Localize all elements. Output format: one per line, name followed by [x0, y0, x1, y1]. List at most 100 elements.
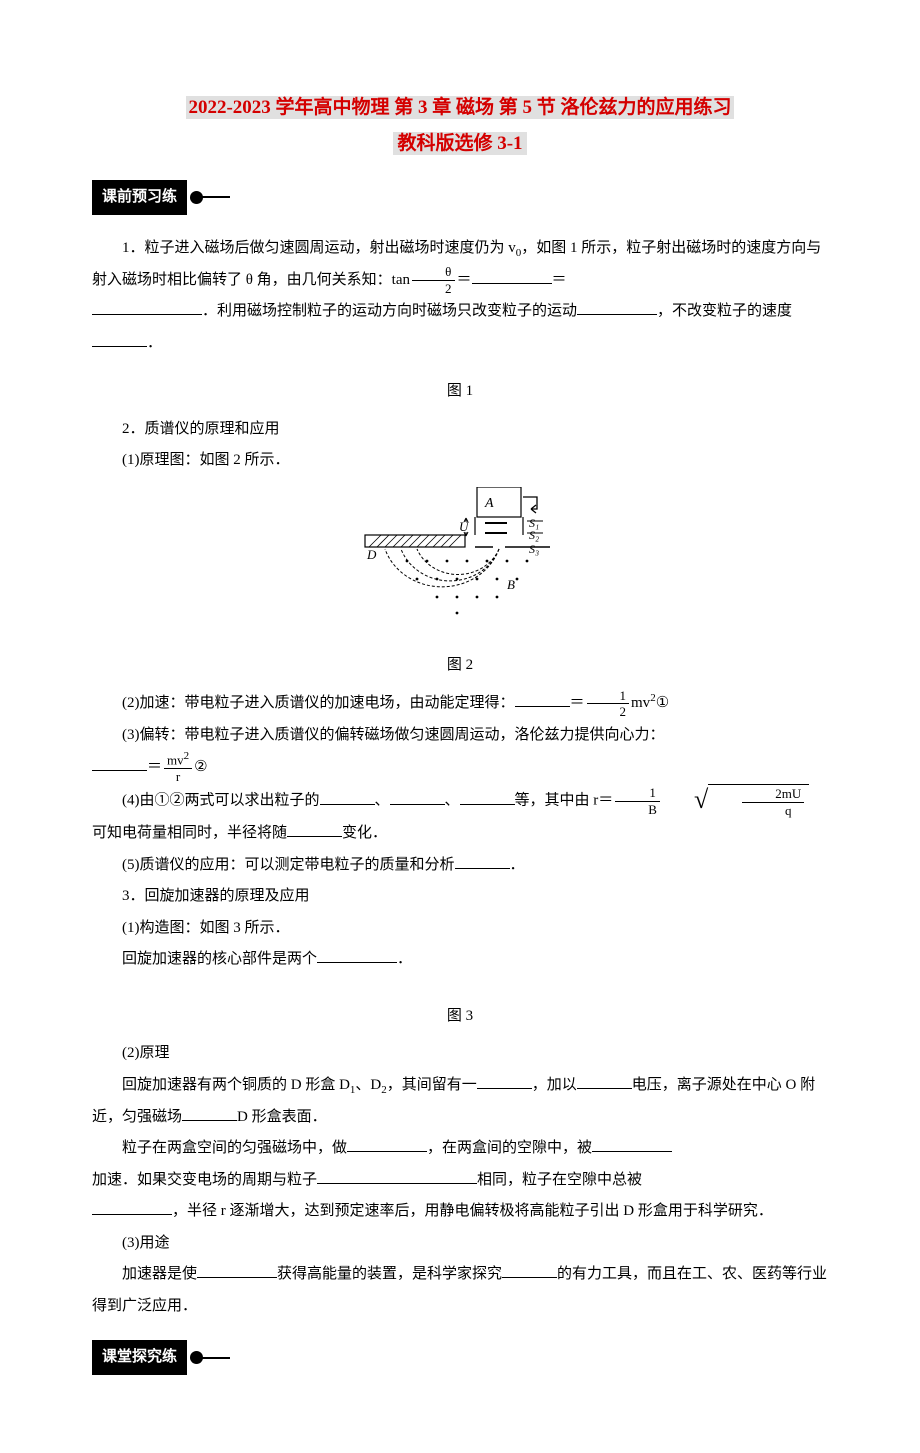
text: 1．粒子进入磁场后做匀速圆周运动，射出磁场时速度仍为 v	[122, 240, 516, 256]
radical-icon: √	[664, 787, 708, 822]
label-A: A	[484, 496, 494, 511]
fraction: 2mUq	[742, 787, 804, 817]
blank	[502, 1262, 557, 1278]
q2-2: (2)加速：带电粒子进入质谱仪的加速电场，由动能定理得：＝12mv2①	[92, 687, 828, 720]
equals: ＝	[570, 695, 585, 711]
label-D: D	[366, 547, 377, 562]
text: ，其间留有一	[387, 1077, 477, 1093]
blank	[347, 1136, 427, 1152]
equals: ＝	[552, 272, 567, 288]
text: 加速器是使	[122, 1266, 197, 1282]
blank	[390, 789, 445, 805]
section-tag-inclass: 课堂探究练	[92, 1340, 828, 1375]
label-S2: S₂	[529, 528, 539, 542]
label-S3: S₃	[529, 542, 539, 556]
q3-3: 加速器是使获得高能量的装置，是科学家探究的有力工具，而且在工、农、医药等行业得到…	[92, 1259, 828, 1322]
equals: ＝	[147, 759, 162, 775]
q3-3-title: (3)用途	[92, 1228, 828, 1260]
q3-2-f: 粒子在两盒空间的匀强磁场中，做，在两盒间的空隙中，被	[92, 1133, 828, 1165]
fraction: mv2r	[164, 751, 192, 784]
q2-5: (5)质谱仪的应用：可以测定带电粒子的质量和分析 ．	[92, 850, 828, 882]
blank	[92, 1199, 172, 1215]
text: 回旋加速器有两个铜质的 D 形盒 D	[122, 1077, 350, 1093]
blank	[455, 853, 510, 869]
q2-1: (1)原理图：如图 2 所示．	[92, 445, 828, 477]
text: 获得高能量的装置，是科学家探究	[277, 1266, 502, 1282]
denominator: r	[164, 769, 192, 784]
section-tag-pre: 课前预习练	[92, 180, 828, 215]
q3-1: (1)构造图：如图 3 所示．	[92, 913, 828, 945]
denominator: 2	[412, 281, 455, 296]
text: ．利用磁场控制粒子的运动方向时磁场只改变粒子的运动	[202, 303, 577, 319]
text: 变化．	[342, 825, 387, 841]
circle-num: ①	[656, 695, 669, 711]
q3-title: 3．回旋加速器的原理及应用	[92, 881, 828, 913]
text: 可知电荷量相同时，半径将随	[92, 825, 287, 841]
text: ，不改变粒子的速度	[657, 303, 792, 319]
numerator: θ	[412, 265, 455, 281]
denominator: B	[615, 802, 660, 817]
fraction: θ2	[412, 265, 455, 295]
text: 等，其中由 r＝	[515, 793, 614, 809]
text: 回旋加速器的核心部件是两个	[122, 951, 317, 967]
q3-2-title: (2)原理	[92, 1038, 828, 1070]
radicand: 2mUq	[708, 784, 809, 819]
blank	[577, 299, 657, 315]
figure2: A U S₁ S₂	[92, 487, 828, 647]
blank	[477, 1073, 532, 1089]
text: 、D	[355, 1077, 381, 1093]
section-tag-inclass-label: 课堂探究练	[92, 1340, 187, 1375]
blank	[592, 1136, 672, 1152]
text: ，加以	[532, 1077, 577, 1093]
text: 、	[375, 793, 390, 809]
q2-3-eq: ＝mv2r②	[92, 751, 828, 784]
q3-core: 回旋加速器的核心部件是两个 ．	[92, 944, 828, 976]
q3-2-j: ，半径 r 逐渐增大，达到预定速率后，用静电偏转极将高能粒子引出 D 形盒用于科…	[92, 1196, 828, 1228]
title-line-2: 教科版选修 3-1	[393, 132, 526, 155]
q2-3: (3)偏转：带电粒子进入质谱仪的偏转磁场做匀速圆周运动，洛伦兹力提供向心力：	[92, 720, 828, 752]
blank	[182, 1105, 237, 1121]
text: D 形盒表面．	[237, 1109, 327, 1125]
sqrt: √ 2mUq	[664, 784, 809, 819]
circle-num: ②	[194, 759, 207, 775]
text: ．	[510, 857, 525, 873]
blank	[317, 1168, 477, 1184]
q2-title: 2．质谱仪的原理和应用	[92, 414, 828, 446]
figure1-caption: 图 1	[92, 377, 828, 406]
figure2-caption: 图 2	[92, 651, 828, 680]
divider	[202, 1357, 230, 1359]
blank	[515, 691, 570, 707]
q1-para-cont: ．利用磁场控制粒子的运动方向时磁场只改变粒子的运动，不改变粒子的速度．	[92, 296, 828, 359]
figure3-caption: 图 3	[92, 1002, 828, 1031]
q1-para: 1．粒子进入磁场后做匀速圆周运动，射出磁场时速度仍为 v0，如图 1 所示，粒子…	[92, 233, 828, 297]
title-line-1: 2022-2023 学年高中物理 第 3 章 磁场 第 5 节 洛伦兹力的应用练…	[186, 96, 733, 119]
numerator: 2mU	[742, 787, 804, 803]
denominator: q	[742, 803, 804, 818]
q2-4-cont: 可知电荷量相同时，半径将随 变化．	[92, 818, 828, 850]
blank	[472, 268, 552, 284]
text: 加速．如果交变电场的周期与粒子	[92, 1172, 317, 1188]
q2-4: (4)由①②两式可以求出粒子的 、 、 等，其中由 r＝1B√ 2mUq	[92, 784, 828, 819]
blank	[460, 789, 515, 805]
text: (5)质谱仪的应用：可以测定带电粒子的质量和分析	[122, 857, 455, 873]
blank	[320, 789, 375, 805]
text: (2)加速：带电粒子进入质谱仪的加速电场，由动能定理得：	[122, 695, 515, 711]
text: ．	[397, 951, 412, 967]
blank	[92, 755, 147, 771]
blank	[92, 331, 147, 347]
text: (4)由①②两式可以求出粒子的	[122, 793, 320, 809]
numerator: 1	[587, 689, 630, 705]
blank	[287, 821, 342, 837]
text: 、	[445, 793, 460, 809]
title-block: 2022-2023 学年高中物理 第 3 章 磁场 第 5 节 洛伦兹力的应用练…	[92, 90, 828, 162]
blank	[197, 1262, 277, 1278]
fraction: 1B	[615, 786, 660, 816]
section-tag-pre-label: 课前预习练	[92, 180, 187, 215]
text: ，半径 r 逐渐增大，达到预定速率后，用静电偏转极将高能粒子引出 D 形盒用于科…	[172, 1203, 773, 1219]
blank	[92, 299, 202, 315]
fraction: 12	[587, 689, 630, 719]
numerator: mv2	[164, 751, 192, 769]
label-B: B	[507, 577, 515, 592]
q3-2-a: 回旋加速器有两个铜质的 D 形盒 D1、D2，其间留有一，加以电压，离子源处在中…	[92, 1070, 828, 1134]
text: 粒子在两盒空间的匀强磁场中，做	[122, 1140, 347, 1156]
